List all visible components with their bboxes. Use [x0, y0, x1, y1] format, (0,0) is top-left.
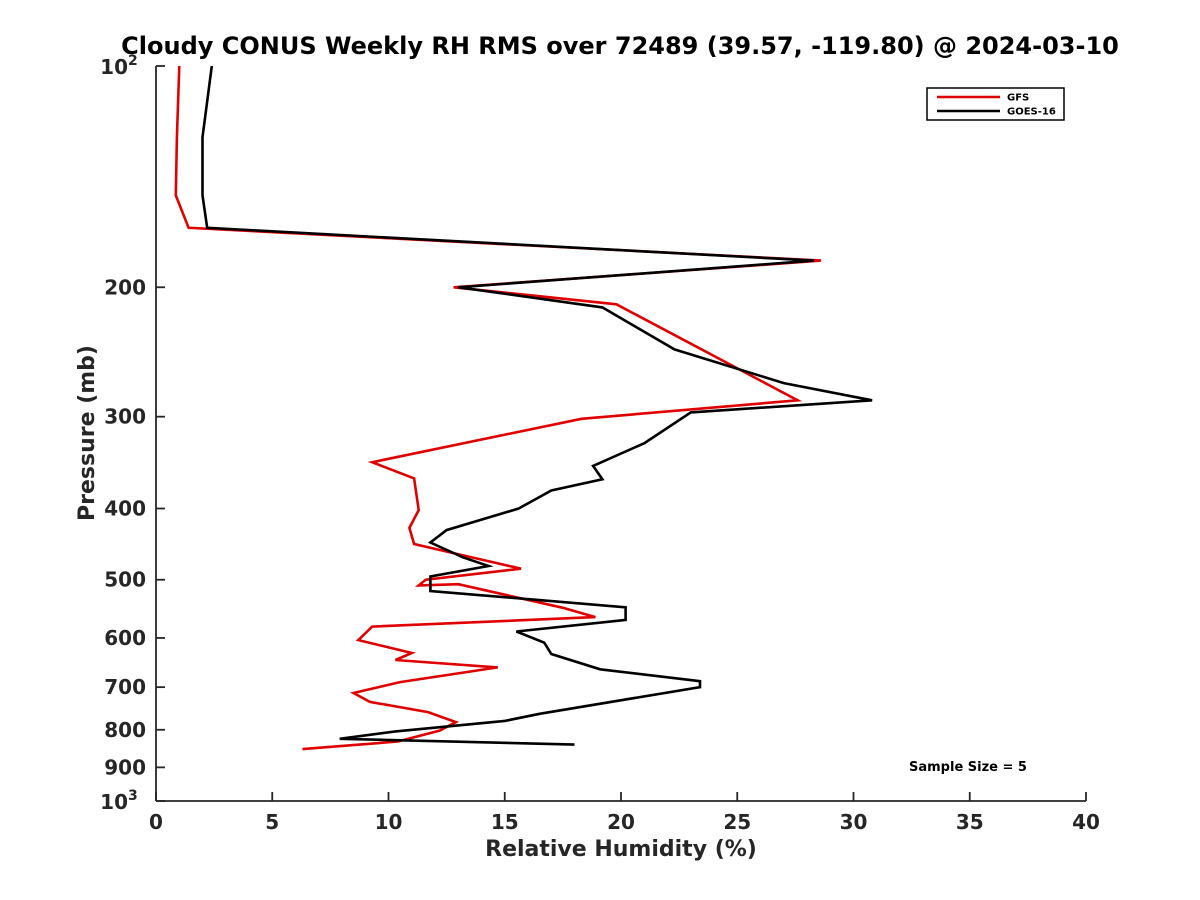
- y-tick-exponent: 2: [128, 53, 138, 69]
- legend-label-goes16: GOES-16: [1007, 107, 1056, 118]
- y-tick-label: 300: [104, 405, 146, 429]
- series-layer: [174, 65, 873, 751]
- y-tick-label: 500: [104, 568, 146, 592]
- x-tick-label: 0: [149, 810, 163, 834]
- sample-size-annotation: Sample Size = 5: [909, 760, 1027, 775]
- legend-label-gfs: GFS: [1007, 93, 1029, 104]
- x-axis-label: Relative Humidity (%): [485, 837, 757, 862]
- y-tick-label: 200: [104, 275, 146, 299]
- y-tick-label: 600: [104, 626, 146, 650]
- x-tick-label: 15: [491, 810, 519, 834]
- y-tick-base: 10: [100, 790, 128, 814]
- x-tick-label: 40: [1072, 810, 1100, 834]
- legend: GFS GOES-16: [926, 87, 1065, 121]
- x-tick-label: 35: [956, 810, 984, 834]
- y-tick-exponent: 3: [128, 788, 138, 804]
- y-tick-label: 10 2: [100, 53, 138, 79]
- legend-box: [926, 87, 1065, 121]
- x-tick-label: 20: [607, 810, 635, 834]
- y-tick-label: 400: [104, 497, 146, 521]
- y-tick-label: 800: [104, 718, 146, 742]
- y-axis-label: Pressure (mb): [75, 345, 100, 521]
- x-tick-label: 30: [840, 810, 868, 834]
- chart-title: Cloudy CONUS Weekly RH RMS over 72489 (3…: [121, 32, 1119, 60]
- y-tick-label: 700: [104, 675, 146, 699]
- x-tick-label: 5: [265, 810, 279, 834]
- y-tick-label: 900: [104, 755, 146, 779]
- x-tick-label: 25: [723, 810, 751, 834]
- series-line-goes16: [201, 65, 873, 746]
- x-ticks: 0 5 10 15 20 25 30 35 40: [149, 792, 1100, 834]
- y-tick-label: 10 3: [100, 788, 138, 814]
- x-tick-label: 10: [375, 810, 403, 834]
- y-tick-base: 10: [100, 55, 128, 79]
